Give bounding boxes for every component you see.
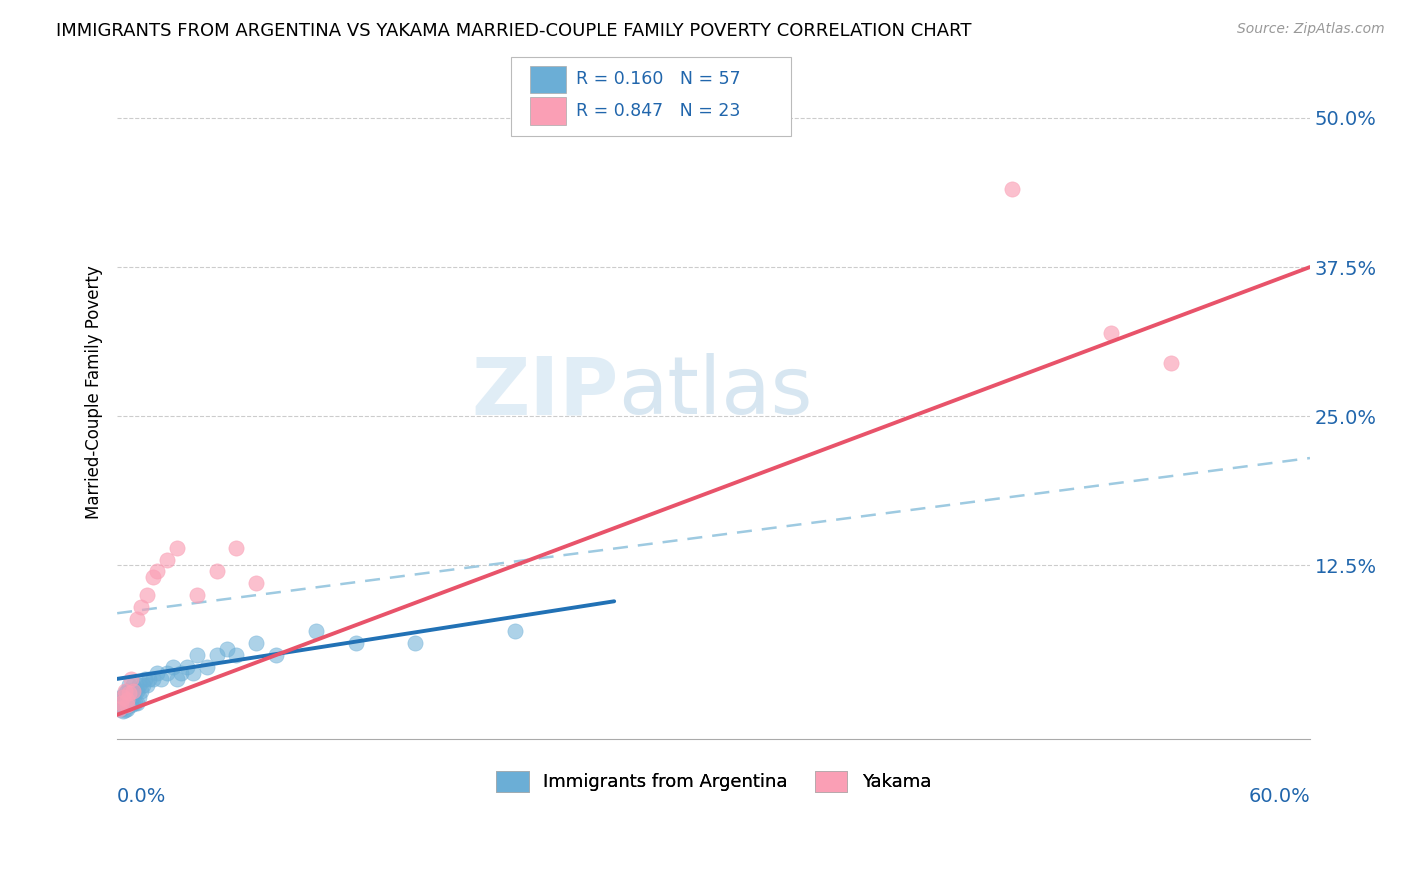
Point: [112, 696, 135, 710]
Point: [264, 648, 287, 662]
Point: [114, 683, 136, 698]
Text: IMMIGRANTS FROM ARGENTINA VS YAKAMA MARRIED-COUPLE FAMILY POVERTY CORRELATION CH: IMMIGRANTS FROM ARGENTINA VS YAKAMA MARR…: [56, 22, 972, 40]
Point: [245, 576, 267, 591]
Point: [118, 698, 141, 713]
Point: [122, 678, 145, 692]
Point: [114, 703, 136, 717]
Text: 60.0%: 60.0%: [1249, 787, 1310, 806]
Point: [112, 700, 135, 714]
Point: [120, 672, 142, 686]
Point: [215, 642, 238, 657]
Text: ZIP: ZIP: [471, 353, 619, 432]
Point: [404, 636, 426, 650]
Point: [108, 702, 131, 716]
Point: [138, 672, 160, 686]
Point: [156, 665, 179, 680]
Point: [1099, 326, 1122, 340]
FancyBboxPatch shape: [510, 56, 792, 136]
Point: [120, 698, 142, 713]
Point: [115, 683, 138, 698]
Point: [205, 565, 228, 579]
Point: [110, 702, 132, 716]
Point: [124, 696, 146, 710]
Point: [112, 704, 135, 718]
Point: [115, 696, 138, 710]
Point: [149, 672, 172, 686]
Text: Source: ZipAtlas.com: Source: ZipAtlas.com: [1237, 22, 1385, 37]
Point: [225, 648, 247, 662]
Point: [115, 690, 138, 704]
Point: [125, 612, 148, 626]
Text: 0.0%: 0.0%: [117, 787, 166, 806]
Point: [136, 678, 159, 692]
Point: [1160, 355, 1182, 369]
Point: [114, 693, 136, 707]
Point: [115, 693, 138, 707]
Y-axis label: Married-Couple Family Poverty: Married-Couple Family Poverty: [86, 266, 103, 519]
Point: [114, 686, 136, 700]
Point: [142, 570, 165, 584]
Text: atlas: atlas: [619, 353, 813, 432]
Point: [136, 588, 159, 602]
Point: [120, 693, 142, 707]
Point: [122, 696, 145, 710]
Point: [503, 624, 526, 639]
Point: [112, 690, 135, 704]
FancyBboxPatch shape: [530, 97, 565, 125]
Point: [1001, 182, 1024, 196]
Point: [146, 565, 169, 579]
Point: [125, 683, 148, 698]
Text: R = 0.847   N = 23: R = 0.847 N = 23: [576, 103, 741, 120]
Point: [122, 686, 145, 700]
Point: [344, 636, 367, 650]
Point: [115, 698, 138, 713]
Point: [134, 672, 156, 686]
Point: [110, 696, 132, 710]
Point: [110, 698, 132, 713]
Point: [114, 698, 136, 713]
Point: [225, 541, 247, 555]
Point: [132, 678, 155, 692]
Point: [166, 672, 188, 686]
Point: [108, 696, 131, 710]
Point: [128, 690, 150, 704]
Point: [122, 683, 145, 698]
Point: [205, 648, 228, 662]
Legend: Immigrants from Argentina, Yakama: Immigrants from Argentina, Yakama: [489, 764, 938, 798]
Point: [112, 690, 135, 704]
FancyBboxPatch shape: [530, 66, 565, 94]
Point: [118, 686, 141, 700]
Point: [181, 665, 204, 680]
Point: [162, 660, 184, 674]
Point: [186, 648, 208, 662]
Point: [166, 541, 188, 555]
Point: [128, 678, 150, 692]
Point: [120, 683, 142, 698]
Point: [129, 683, 152, 698]
Point: [108, 702, 131, 716]
Point: [146, 665, 169, 680]
Point: [170, 665, 193, 680]
Point: [195, 660, 218, 674]
Point: [176, 660, 198, 674]
Point: [115, 702, 138, 716]
Point: [124, 683, 146, 698]
Point: [142, 672, 165, 686]
Point: [305, 624, 328, 639]
Point: [110, 690, 132, 704]
Text: R = 0.160   N = 57: R = 0.160 N = 57: [576, 70, 741, 88]
Point: [118, 678, 141, 692]
Point: [245, 636, 267, 650]
Point: [125, 696, 148, 710]
Point: [156, 552, 179, 566]
Point: [118, 690, 141, 704]
Point: [186, 588, 208, 602]
Point: [129, 600, 152, 615]
